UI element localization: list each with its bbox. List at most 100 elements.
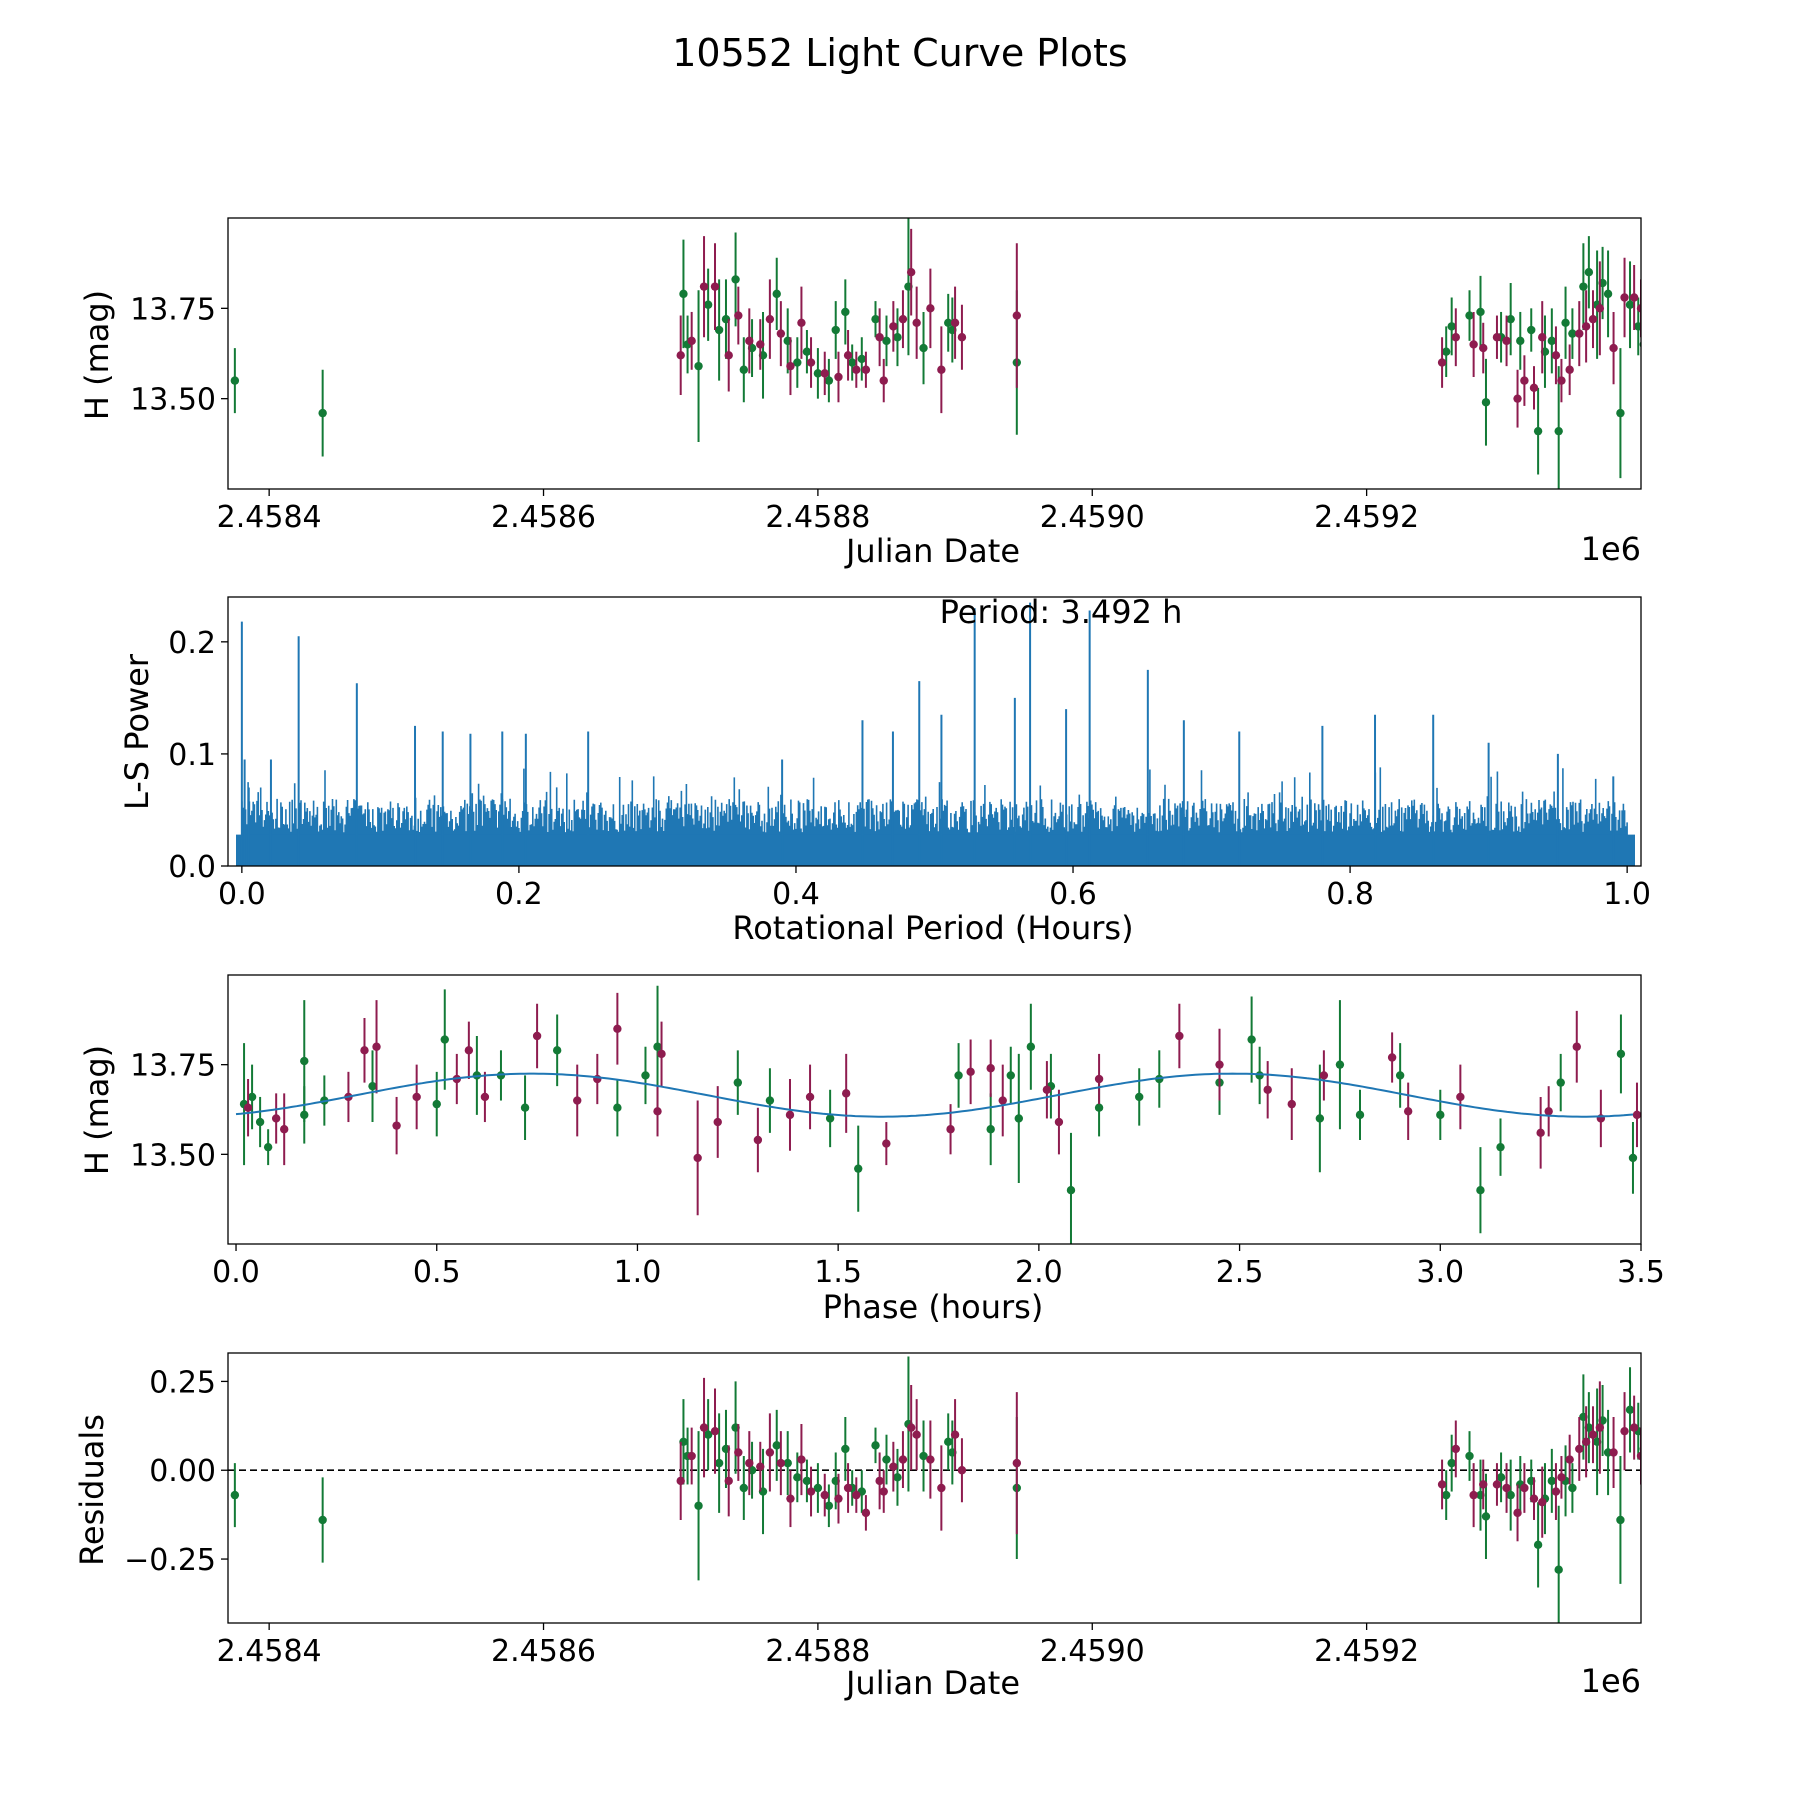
lightcurve-x-tick-label: 2.4584 xyxy=(217,500,322,535)
phased-point-green xyxy=(986,1125,995,1134)
residuals-point-green xyxy=(739,1483,749,1493)
phased-point-green xyxy=(1395,1071,1405,1080)
residuals-point-green xyxy=(1616,1515,1625,1525)
lightcurve-point-green xyxy=(813,369,823,378)
lightcurve-point-green xyxy=(1476,307,1485,317)
residuals-point-green xyxy=(802,1476,812,1486)
lightcurve-point-maroon xyxy=(1502,336,1511,346)
residuals-point-green xyxy=(772,1441,781,1450)
phased-x-tick-label: 2.5 xyxy=(1216,1255,1264,1290)
phased-point-maroon xyxy=(532,1031,542,1041)
residuals-point-maroon xyxy=(1538,1498,1547,1507)
residuals-x-tick-label: 2.4584 xyxy=(217,1634,322,1669)
phased-y-tick-label: 13.50 xyxy=(130,1138,216,1173)
residuals-offset-label: 1e6 xyxy=(1581,1662,1641,1700)
phased-point-green xyxy=(733,1078,743,1087)
phased-point-green xyxy=(1006,1071,1015,1080)
residuals-point-maroon xyxy=(1595,1423,1605,1432)
phased-point-maroon xyxy=(1456,1092,1465,1102)
residuals-point-green xyxy=(783,1458,792,1468)
periodogram-y-tick-label: 0.0 xyxy=(168,850,216,885)
phased-point-green xyxy=(1026,1042,1036,1051)
phased-point-maroon xyxy=(1175,1031,1184,1041)
residuals-point-maroon xyxy=(1551,1487,1561,1496)
phased-point-maroon xyxy=(1287,1099,1296,1109)
lightcurve-x-tick-label: 2.4592 xyxy=(1314,500,1419,535)
lightcurve-point-green xyxy=(893,333,902,342)
residuals-point-maroon xyxy=(1469,1490,1478,1500)
lightcurve-point-maroon xyxy=(1513,394,1522,403)
lightcurve-point-maroon xyxy=(710,282,720,291)
lightcurve-point-green xyxy=(731,275,740,284)
residuals-point-maroon xyxy=(1565,1455,1574,1464)
residuals-point-maroon xyxy=(806,1487,816,1496)
lightcurve-point-maroon xyxy=(861,365,871,374)
lightcurve-point-green xyxy=(230,376,240,385)
figure-title: 10552 Light Curve Plots xyxy=(672,31,1127,75)
residuals-frame xyxy=(227,1352,1642,1624)
residuals-point-maroon xyxy=(937,1483,946,1493)
periodogram-x-tick-label: 0.2 xyxy=(495,877,543,912)
lightcurve-point-maroon xyxy=(926,304,935,313)
residuals-point-green xyxy=(944,1437,953,1447)
residuals-point-maroon xyxy=(926,1455,935,1464)
phased-x-tick-label: 3.5 xyxy=(1617,1255,1665,1290)
phased-point-maroon xyxy=(271,1114,281,1123)
phased-point-maroon xyxy=(360,1046,369,1055)
phased-point-green xyxy=(1628,1153,1638,1163)
phased-point-green xyxy=(765,1096,775,1105)
residuals-y-tick-label: 0.25 xyxy=(149,1365,216,1400)
phased-point-maroon xyxy=(279,1125,289,1134)
lightcurve-point-maroon xyxy=(875,333,884,342)
phased-point-green xyxy=(854,1164,863,1173)
lightcurve-point-green xyxy=(841,307,850,317)
lightcurve-point-maroon xyxy=(1588,314,1598,324)
periodogram-y-tick-label: 0.1 xyxy=(168,738,216,773)
phased-point-maroon xyxy=(1403,1107,1413,1116)
phased-x-tick-label: 3.0 xyxy=(1416,1255,1464,1290)
residuals-point-maroon xyxy=(1520,1483,1529,1493)
lightcurve-point-maroon xyxy=(1012,311,1022,320)
phased-y-axis-label: H (mag) xyxy=(78,1045,116,1175)
lightcurve-point-maroon xyxy=(1595,304,1605,313)
residuals-point-maroon xyxy=(879,1487,888,1496)
lightcurve-point-green xyxy=(1533,426,1543,436)
phased-x-tick-label: 1.0 xyxy=(614,1255,662,1290)
phased-point-maroon xyxy=(613,1024,622,1034)
residuals-point-green xyxy=(714,1458,724,1468)
lightcurve-panel: 2.4584 2.4586 2.4588 2.4590 2.4592 13.50 13.75… xyxy=(78,217,1642,570)
lightcurve-point-green xyxy=(1584,268,1594,277)
lightcurve-point-maroon xyxy=(687,336,696,346)
phased-point-green xyxy=(263,1142,273,1152)
lightcurve-point-maroon xyxy=(1451,333,1461,342)
lightcurve-frame xyxy=(227,217,1642,490)
phased-panel: 0.0 0.5 1.0 1.5 2.0 2.5 3.0 3.5 13.50 13.75 Phase … xyxy=(78,974,1665,1326)
residuals-point-maroon xyxy=(776,1458,786,1468)
residuals-point-green xyxy=(1554,1565,1563,1574)
lightcurve-point-green xyxy=(703,300,713,309)
phased-point-maroon xyxy=(480,1092,490,1102)
lightcurve-point-green xyxy=(1506,314,1515,324)
residuals-x-tick-label: 2.4586 xyxy=(491,1634,596,1669)
lightcurve-point-green xyxy=(802,347,812,356)
periodogram-y-axis-label: L-S Power xyxy=(118,653,156,810)
residuals-point-maroon xyxy=(1437,1480,1447,1489)
lightcurve-point-maroon xyxy=(937,365,946,374)
residuals-point-maroon xyxy=(797,1455,806,1464)
lightcurve-offset-label: 1e6 xyxy=(1581,530,1641,568)
phased-point-maroon xyxy=(1536,1128,1545,1138)
lightcurve-point-maroon xyxy=(786,361,795,371)
residuals-x-axis-label: Julian Date xyxy=(844,1664,1020,1702)
residuals-point-maroon xyxy=(756,1462,765,1471)
lightcurve-point-green xyxy=(772,289,781,299)
residuals-y-tick-label: 0.00 xyxy=(149,1454,216,1489)
lightcurve-point-green xyxy=(1579,282,1588,291)
residuals-point-maroon xyxy=(906,1423,916,1432)
lightcurve-point-green xyxy=(1447,322,1456,331)
lightcurve-point-maroon xyxy=(834,372,843,382)
periodogram-floor xyxy=(236,834,1635,866)
residuals-point-maroon xyxy=(1529,1494,1539,1503)
residuals-point-green xyxy=(871,1441,880,1450)
phased-point-green xyxy=(1355,1110,1365,1120)
residuals-point-maroon xyxy=(687,1451,696,1461)
